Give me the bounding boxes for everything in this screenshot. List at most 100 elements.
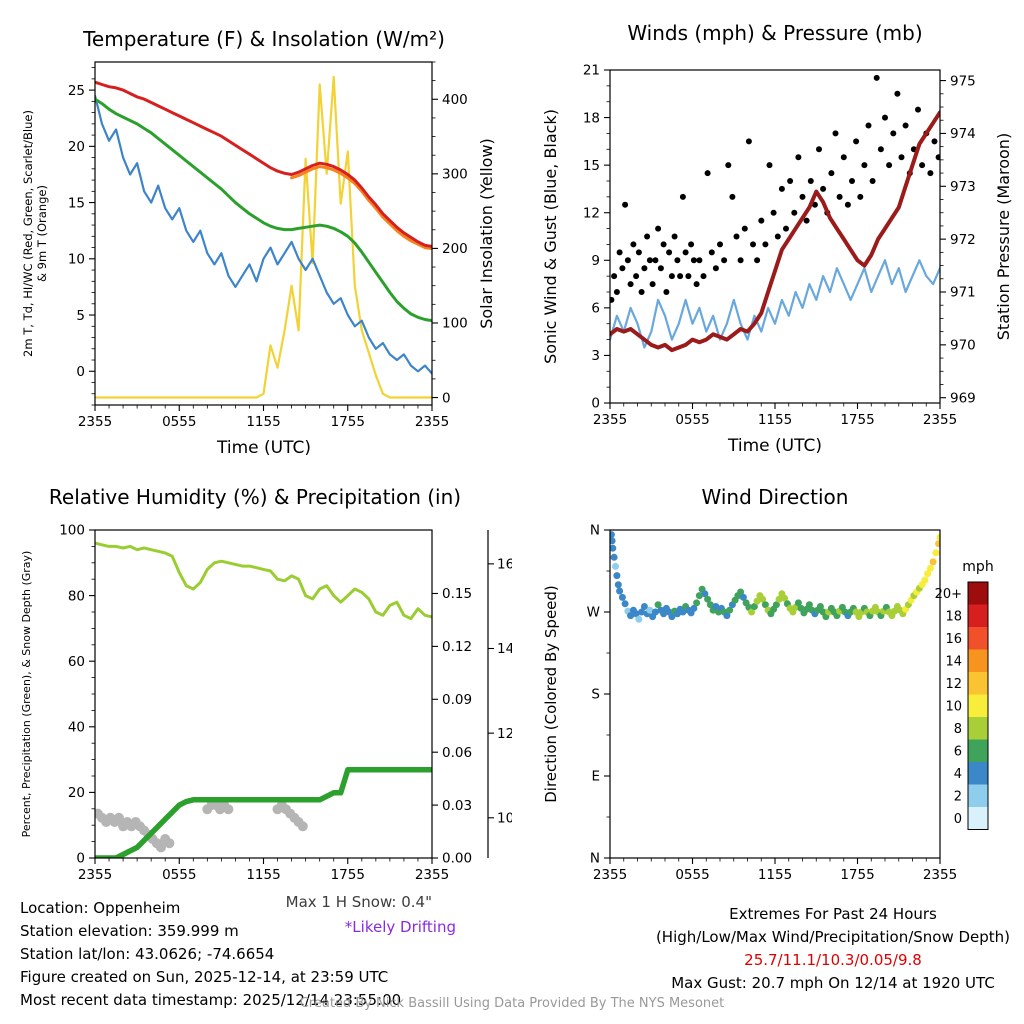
plot-border xyxy=(94,61,433,406)
axes: 2355 0555 1155 1755 2355 0 5 10 15 20 25 0 100 200 300… xyxy=(68,61,468,430)
x-tick-label: 1755 xyxy=(331,867,365,883)
y-tick-label: 80 xyxy=(68,588,85,604)
series-group xyxy=(610,531,940,623)
y-tick-label: 6 xyxy=(591,301,600,317)
x-tick-label: 0555 xyxy=(162,867,196,883)
y-axis-label: Percent, Precipitation (Green), & Snow D… xyxy=(20,551,33,838)
y2-tick-label: 0.09 xyxy=(442,692,472,708)
chart-humidity-precipitation: 2355 0555 1155 1755 23550204060801000.000.03… xyxy=(20,485,512,883)
snow-tick-label: 16 xyxy=(497,557,512,573)
chart-title: Wind Direction xyxy=(702,485,849,509)
chart-title: Winds (mph) & Pressure (mb) xyxy=(627,21,922,45)
extremes-title: Extremes For Past 24 Hours xyxy=(729,905,937,923)
x-axis-label: Time (UTC) xyxy=(216,438,311,458)
colorbar-label: 2 xyxy=(954,789,962,804)
x-tick-label: 0555 xyxy=(675,867,709,883)
station-location: Location: Oppenheim xyxy=(20,899,181,917)
y-tick-label: 15 xyxy=(68,195,85,211)
likely-drifting-annotation: *Likely Drifting xyxy=(344,918,456,936)
snow-tick-label: 10 xyxy=(497,811,512,827)
x-tick-label: 1155 xyxy=(246,414,280,430)
colorbar-label: 8 xyxy=(954,722,962,737)
y2-tick-label: 970 xyxy=(950,338,976,354)
y-tick-label: 15 xyxy=(583,158,600,174)
credit-line: Created By Nick Bassill Using Data Provi… xyxy=(299,996,725,1011)
y-axis-label: Direction (Colored By Speed) xyxy=(542,585,560,803)
pressure-line xyxy=(610,110,940,353)
y2-tick-label: 0.03 xyxy=(442,798,472,814)
y2-tick-label: 0.00 xyxy=(442,851,472,867)
station-elevation: Station elevation: 359.999 m xyxy=(20,922,239,940)
x-axis-label: Time (UTC) xyxy=(727,436,822,456)
y-tick-label: N xyxy=(590,523,600,539)
y-tick-label: 100 xyxy=(59,523,85,539)
colorbar-label: 4 xyxy=(954,767,962,782)
dew-point-line xyxy=(95,97,432,323)
plot-border xyxy=(609,529,941,859)
y-tick-label: 12 xyxy=(583,205,600,221)
y-tick-label: S xyxy=(591,687,600,703)
x-tick-label: 1755 xyxy=(840,867,874,883)
x-tick-label: 2355 xyxy=(415,867,449,883)
wind-gust-dots xyxy=(610,74,940,303)
y-tick-label: 0 xyxy=(76,851,85,867)
series-group xyxy=(95,541,432,858)
colorbar-label: 10 xyxy=(945,699,962,714)
humidity-line xyxy=(95,541,432,621)
x-tick-label: 1755 xyxy=(840,412,874,428)
y2-tick-label: 0.15 xyxy=(442,586,472,602)
y2-tick-label: 400 xyxy=(442,92,468,108)
figure-created: Figure created on Sun, 2025-12-14, at 23… xyxy=(20,968,389,986)
y-tick-label: 20 xyxy=(68,785,85,801)
y-tick-label: 18 xyxy=(583,110,600,126)
extremes-block: Extremes For Past 24 Hours (High/Low/Max… xyxy=(622,903,1024,995)
x-tick-label: 1155 xyxy=(758,412,792,428)
y-tick-label: 21 xyxy=(583,63,600,79)
chart-title: Temperature (F) & Insolation (W/m²) xyxy=(82,27,445,51)
y-tick-label: 3 xyxy=(591,348,600,364)
y2-tick-label: 200 xyxy=(442,241,468,257)
series-group xyxy=(95,75,432,399)
series-group xyxy=(610,74,940,353)
wind-direction-dots xyxy=(610,531,940,623)
y-tick-label: 0 xyxy=(76,364,85,380)
y-tick-label: 40 xyxy=(68,720,85,736)
colorbar-label: 6 xyxy=(954,744,962,759)
axes: 2355 0555 1155 1755 23550204060801000.000.03… xyxy=(59,523,512,883)
y2-tick-label: 971 xyxy=(950,285,976,301)
y2-tick-label: 975 xyxy=(950,73,976,89)
x-tick-label: 2355 xyxy=(78,414,112,430)
y-tick-label: 9 xyxy=(591,253,600,269)
axes: 2355 0555 1155 1755 235503691215182196997097… xyxy=(583,63,976,428)
colorbar-label: 12 xyxy=(945,677,962,692)
colorbar-title: mph xyxy=(962,559,993,575)
y-tick-label: N xyxy=(590,851,600,867)
y-tick-label: 0 xyxy=(591,396,600,412)
snow-tick-label: 14 xyxy=(497,641,512,657)
y2-tick-label: 972 xyxy=(950,232,976,248)
x-tick-label: 2355 xyxy=(78,867,112,883)
x-tick-label: 0555 xyxy=(162,414,196,430)
y2-axis-label: Solar Insolation (Yellow) xyxy=(477,138,496,329)
x-tick-label: 2355 xyxy=(923,867,957,883)
y2-tick-label: 974 xyxy=(950,126,976,142)
solar-insolation-line xyxy=(95,75,432,399)
snow-tick-label: 12 xyxy=(497,726,512,742)
y-tick-label: E xyxy=(591,769,600,785)
y2-tick-label: 100 xyxy=(442,316,468,332)
y-tick-label: 5 xyxy=(76,308,85,324)
temp-2m-line xyxy=(95,80,432,248)
max-snow-annotation: Max 1 H Snow: 0.4" xyxy=(285,893,432,911)
extremes-values: 25.7/11.1/10.3/0.05/9.8 xyxy=(744,951,922,969)
colorbar-label: 20+ xyxy=(935,587,962,602)
chart-title: Relative Humidity (%) & Precipitation (i… xyxy=(49,485,461,509)
colorbar-label: 14 xyxy=(945,654,962,669)
y2-tick-label: 973 xyxy=(950,179,976,195)
y-tick-label: 25 xyxy=(68,83,85,99)
station-latlon: Station lat/lon: 43.0626; -74.6654 xyxy=(20,945,275,963)
x-tick-label: 2355 xyxy=(593,867,627,883)
y-tick-label: 20 xyxy=(68,139,85,155)
x-tick-label: 2355 xyxy=(923,412,957,428)
